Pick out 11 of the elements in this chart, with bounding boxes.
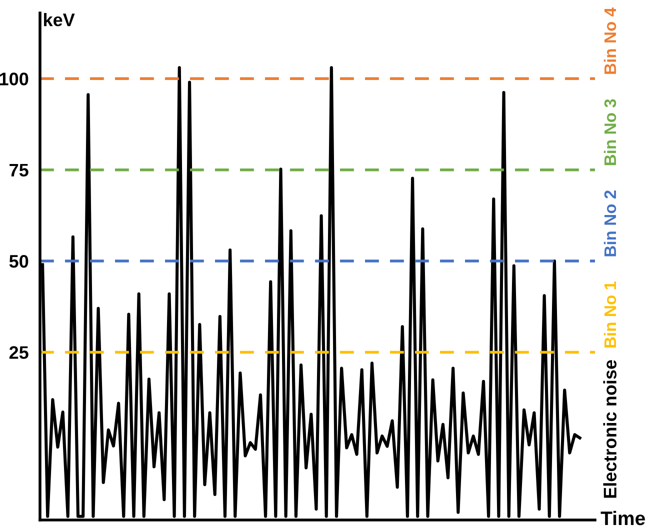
y-tick-label: 50 [9, 254, 28, 268]
ref-line-label: Bin No 4 [604, 8, 616, 74]
y-tick-label: 100 [0, 72, 28, 86]
x-axis-title: Time [600, 510, 645, 526]
y-tick-label: 75 [10, 164, 28, 177]
text: Electronic noise [603, 360, 616, 498]
y-axis-title: keV [44, 13, 75, 26]
y-tick-label: 25 [9, 346, 28, 359]
ref-line-label: Bin No 1 [604, 281, 616, 348]
ref-line-label: Bin No 2 [604, 190, 616, 256]
ref-line-label: Bin No 3 [604, 99, 616, 166]
